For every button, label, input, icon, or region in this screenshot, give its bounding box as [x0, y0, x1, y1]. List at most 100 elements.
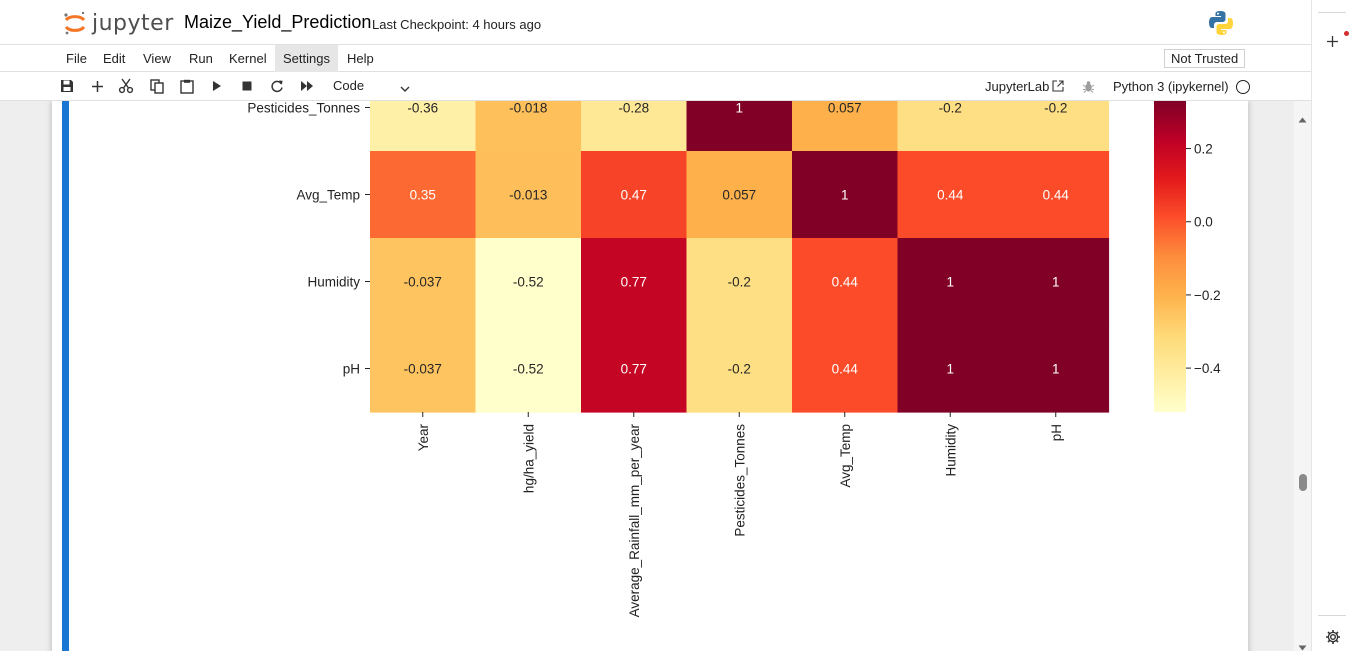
colorbar-tick-label: 0.2 [1194, 142, 1213, 157]
column-label: Avg_Temp [838, 424, 853, 488]
heatmap-cell [686, 101, 793, 152]
output-cell[interactable]: -0.36 -0.018 -0.28 1 0.057 -0.2 -0.2 0.35 -0.013… [52, 101, 1248, 651]
heatmap-cell-label: 0.44 [832, 362, 859, 377]
menu-view[interactable]: View [143, 51, 171, 66]
gutter-divider [1318, 615, 1346, 616]
heatmap-cell-label: -0.52 [513, 362, 544, 377]
scroll-down-icon[interactable] [1298, 638, 1307, 656]
heatmap-cell [1003, 101, 1110, 152]
external-link-icon[interactable] [1052, 79, 1064, 97]
stop-icon[interactable] [237, 77, 257, 95]
column-label: Humidity [943, 424, 958, 477]
notebook-scrollbar[interactable] [1294, 101, 1311, 651]
menu-run[interactable]: Run [189, 51, 213, 66]
add-icon[interactable] [87, 77, 107, 95]
menu-file[interactable]: File [66, 51, 87, 66]
heatmap-cell [792, 238, 899, 326]
copy-icon[interactable] [147, 77, 167, 95]
correlation-heatmap: -0.36 -0.018 -0.28 1 0.057 -0.2 -0.2 0.35 -0.013… [247, 101, 1221, 617]
chevron-down-icon[interactable] [400, 80, 410, 98]
heatmap-cell-label: 0.77 [621, 362, 647, 377]
menu-settings[interactable]: Settings [275, 45, 338, 72]
jupyter-brand-text: jupyter [92, 10, 174, 36]
heatmap-cell-label: 0.47 [621, 188, 647, 203]
heatmap-cell [370, 238, 477, 326]
menu-help[interactable]: Help [347, 51, 374, 66]
menu-bar: File Edit View Run Kernel Settings Help … [0, 44, 1311, 72]
heatmap-cell-label: 0.44 [1043, 188, 1070, 203]
scroll-up-icon[interactable] [1298, 110, 1307, 128]
heatmap-cell [475, 325, 582, 413]
heatmap-cell-label: -0.018 [509, 101, 547, 116]
heatmap-cell-label: 0.35 [410, 188, 436, 203]
heatmap-cell [686, 238, 793, 326]
heatmap-cell-label: 1 [946, 275, 954, 290]
debugger-bug-icon[interactable] [1082, 80, 1095, 98]
fast-forward-icon[interactable] [297, 77, 317, 95]
notebook-header: jupyter Maize_Yield_Prediction Last Chec… [0, 0, 1311, 44]
menu-edit[interactable]: Edit [103, 51, 126, 66]
column-label: hg/ha_yield [521, 424, 536, 493]
heatmap-cell [1003, 151, 1110, 239]
notebook-title[interactable]: Maize_Yield_Prediction [184, 12, 372, 32]
column-label: pH [1049, 424, 1064, 441]
row-label: pH [343, 362, 360, 377]
heatmap-cell-label: -0.2 [728, 362, 751, 377]
heatmap-cell [581, 325, 688, 413]
cut-icon[interactable] [116, 77, 136, 95]
cell-type-select[interactable]: Code [333, 78, 365, 93]
run-icon[interactable] [207, 77, 227, 95]
heatmap-cell-label: -0.2 [728, 275, 751, 290]
row-label: Pesticides_Tonnes [247, 101, 360, 116]
heatmap-cell [581, 238, 688, 326]
heatmap-cell-label: 0.44 [832, 275, 859, 290]
colorbar-tick-label: 0.0 [1194, 215, 1213, 230]
heatmap-cell [897, 325, 1004, 413]
heatmap-cell-label: 1 [841, 188, 849, 203]
jupyter-logo[interactable]: jupyter [62, 8, 174, 38]
colorbar-tick-label: −0.2 [1194, 288, 1221, 303]
heatmap-cell-label: 0.057 [828, 101, 862, 116]
heatmap-cell [686, 325, 793, 413]
heatmap-cell [370, 151, 477, 239]
heatmap-cell-label: -0.52 [513, 275, 544, 290]
kernel-name[interactable]: Python 3 (ipykernel) [1113, 79, 1229, 94]
heatmap-cell [581, 151, 688, 239]
scrollbar-thumb[interactable] [1299, 474, 1307, 491]
colorbar-tick-label: −0.4 [1194, 361, 1221, 376]
column-label: Average_Rainfall_mm_per_year [627, 423, 642, 617]
heatmap-cell-label: -0.28 [618, 101, 649, 116]
heatmap-cell-label: 1 [946, 362, 954, 377]
plus-icon[interactable] [1326, 35, 1339, 53]
paste-icon[interactable] [177, 77, 197, 95]
jupyter-orb-icon [62, 10, 88, 36]
heatmap-cell [475, 101, 582, 152]
heatmap-cell [792, 151, 899, 239]
restart-icon[interactable] [267, 77, 287, 95]
heatmap-cell [581, 101, 688, 152]
heatmap-cell-label: -0.2 [939, 101, 962, 116]
heatmap-cell [1003, 325, 1110, 413]
gutter-divider [1318, 12, 1346, 13]
heatmap-cell [686, 151, 793, 239]
trust-status-button[interactable]: Not Trusted [1164, 49, 1246, 68]
column-label: Pesticides_Tonnes [732, 424, 747, 537]
heatmap-cell-label: 1 [735, 101, 743, 116]
heatmap-cell [897, 151, 1004, 239]
colorbar [1154, 101, 1186, 412]
heatmap-cell-label: -0.037 [404, 275, 442, 290]
save-icon[interactable] [57, 77, 77, 95]
menu-kernel[interactable]: Kernel [229, 51, 267, 66]
jupyterlab-link[interactable]: JupyterLab [985, 79, 1050, 94]
notebook-panel: -0.36 -0.018 -0.28 1 0.057 -0.2 -0.2 0.35 -0.013… [0, 101, 1311, 651]
heatmap-cell-label: 0.44 [937, 188, 964, 203]
right-sidebar [1311, 0, 1355, 651]
cell-collapser[interactable] [62, 101, 69, 651]
gear-icon[interactable] [1325, 629, 1341, 650]
heatmap-cell-label: 1 [1052, 275, 1060, 290]
heatmap-cell [370, 101, 477, 152]
column-label: Year [416, 424, 431, 452]
heatmap-cell-label: -0.037 [404, 362, 442, 377]
heatmap-cell [1003, 238, 1110, 326]
